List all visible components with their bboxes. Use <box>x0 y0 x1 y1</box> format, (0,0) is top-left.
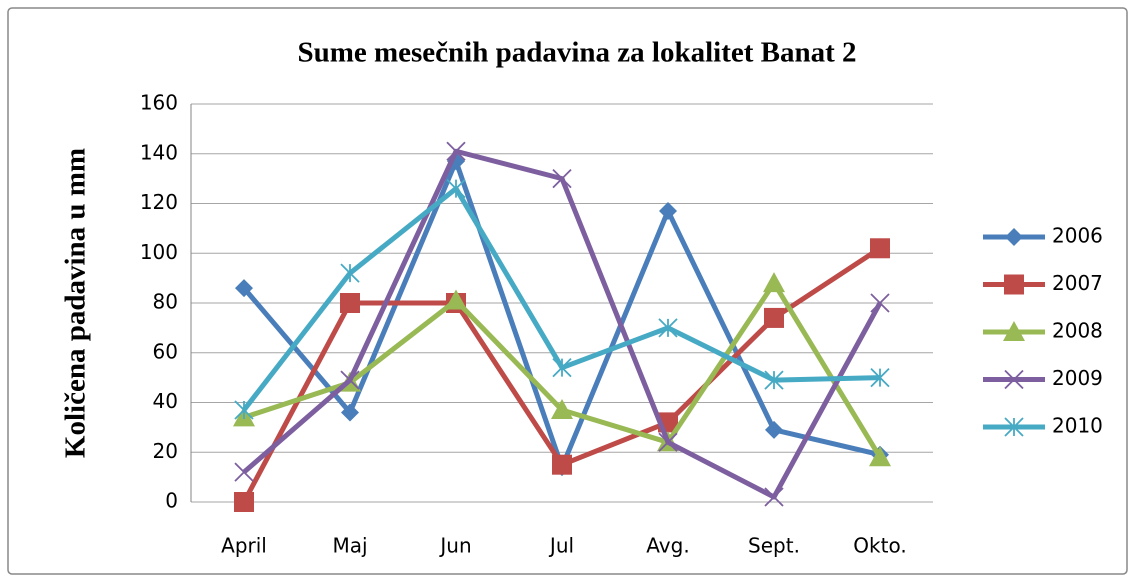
legend-label: 2007 <box>1052 271 1103 295</box>
legend-marker <box>1004 369 1024 390</box>
marker-shape <box>445 289 467 310</box>
marker-shape <box>1004 274 1024 295</box>
legend-label: 2010 <box>1052 414 1103 438</box>
marker-shape <box>764 307 784 328</box>
marker-shape <box>659 201 677 220</box>
y-axis-label: Količena padavina u mm <box>60 148 92 458</box>
marker-shape <box>870 367 890 388</box>
data-point <box>764 370 784 390</box>
data-point <box>658 432 678 452</box>
data-point <box>763 272 785 293</box>
y-tick-label: 140 <box>140 140 178 164</box>
data-point <box>764 487 784 507</box>
y-tick-label: 60 <box>153 339 178 363</box>
data-point <box>234 400 254 420</box>
marker-shape <box>1003 321 1025 341</box>
legend-marker <box>1003 321 1025 341</box>
y-tick-label: 100 <box>140 240 178 264</box>
marker-shape <box>551 398 573 419</box>
data-point <box>870 238 890 259</box>
data-point <box>659 201 677 220</box>
legend-label: 2009 <box>1052 366 1103 390</box>
marker-shape <box>340 263 360 283</box>
data-point <box>234 462 254 482</box>
data-point <box>870 293 890 313</box>
data-point <box>869 446 891 467</box>
marker-shape <box>1005 228 1023 246</box>
data-point <box>446 178 466 199</box>
y-tick-label: 40 <box>153 389 178 413</box>
marker-shape <box>552 168 572 189</box>
marker-shape <box>1004 417 1024 437</box>
marker-shape <box>552 454 572 475</box>
data-point <box>870 367 890 388</box>
marker-shape <box>446 178 466 199</box>
data-point <box>340 370 360 390</box>
marker-shape <box>446 141 466 161</box>
marker-shape <box>552 358 572 378</box>
y-tick-label: 20 <box>153 439 178 463</box>
x-tick-label: Jul <box>548 534 574 558</box>
data-point <box>446 141 466 161</box>
marker-shape <box>341 403 359 422</box>
marker-shape <box>869 446 891 467</box>
data-point <box>340 263 360 283</box>
y-tick-label: 0 <box>165 489 178 513</box>
legend-marker <box>1005 228 1023 246</box>
x-tick-label: Maj <box>332 534 367 558</box>
y-tick-label: 120 <box>140 190 178 214</box>
marker-shape <box>235 279 253 298</box>
marker-shape <box>234 400 254 420</box>
data-point <box>551 398 573 419</box>
data-point <box>764 307 784 328</box>
legend-marker <box>1004 417 1024 437</box>
marker-shape <box>340 370 360 390</box>
x-tick-label: April <box>221 534 267 558</box>
data-point <box>552 168 572 189</box>
marker-shape <box>765 420 783 439</box>
chart-title: Sume mesečnih padavina za lokalitet Bana… <box>297 37 856 69</box>
x-tick-label: Okto. <box>853 534 906 558</box>
x-tick-label: Sept. <box>748 534 800 558</box>
data-point <box>235 279 253 298</box>
marker-shape <box>340 293 360 313</box>
legend-marker <box>1004 274 1024 295</box>
legend-label: 2008 <box>1052 319 1103 343</box>
marker-shape <box>764 487 784 507</box>
legend-label: 2006 <box>1052 224 1103 248</box>
x-tick-label: Avg. <box>646 534 689 558</box>
data-point <box>658 318 678 338</box>
x-tick-label: Jun <box>438 534 471 558</box>
y-tick-label: 80 <box>153 290 178 314</box>
data-point <box>341 403 359 422</box>
marker-shape <box>870 293 890 313</box>
data-point <box>340 293 360 313</box>
marker-shape <box>658 432 678 452</box>
marker-shape <box>763 272 785 293</box>
marker-shape <box>1004 369 1024 390</box>
marker-shape <box>658 318 678 338</box>
y-tick-label: 160 <box>140 91 178 115</box>
data-point <box>445 289 467 310</box>
data-point <box>765 420 783 439</box>
marker-shape <box>234 462 254 482</box>
marker-shape <box>764 370 784 390</box>
data-point <box>552 358 572 378</box>
marker-shape <box>870 238 890 259</box>
data-point <box>552 454 572 475</box>
marker-shape <box>234 492 254 512</box>
data-point <box>234 492 254 512</box>
